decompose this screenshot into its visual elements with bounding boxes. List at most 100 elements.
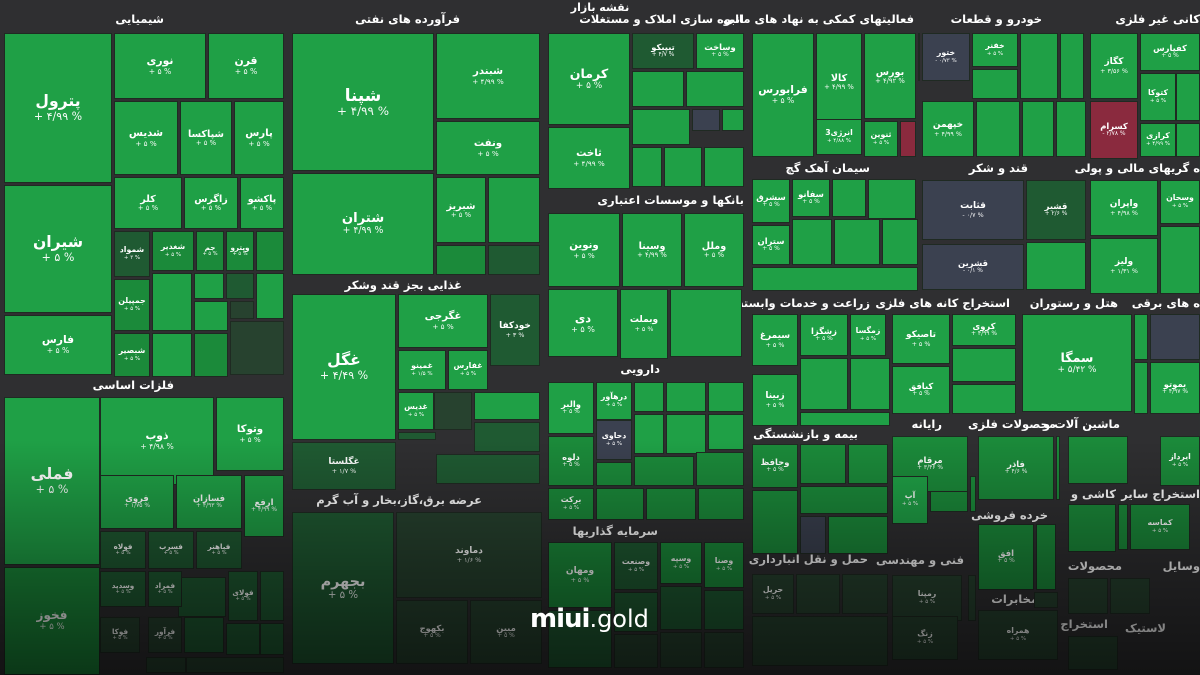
treemap-cell-57[interactable]: سشرق + ۵ %	[752, 179, 790, 223]
treemap-cell-16[interactable]: جمپیلن + ۵ %	[114, 279, 150, 331]
treemap-cell-60[interactable]: سیمرغ + ۵ %	[752, 314, 798, 366]
treemap-cell[interactable]	[186, 657, 284, 673]
treemap-cell[interactable]	[800, 516, 826, 554]
treemap-cell-56[interactable]: ثنوین + ۵ %	[864, 121, 898, 157]
treemap-cell[interactable]	[1068, 504, 1116, 552]
treemap-cell[interactable]	[230, 321, 284, 375]
treemap-cell-47[interactable]: برکت + ۵ %	[548, 488, 594, 520]
treemap-cell-82[interactable]: همراه + ۵ %	[978, 610, 1058, 660]
treemap-cell-84[interactable]: کفپارس + ۵ %	[1140, 33, 1200, 71]
treemap-cell[interactable]	[1134, 314, 1148, 360]
treemap-cell[interactable]	[708, 414, 744, 450]
treemap-cell[interactable]	[800, 358, 848, 410]
treemap-cell[interactable]	[834, 219, 880, 265]
treemap-cell[interactable]	[146, 657, 186, 673]
treemap-cell[interactable]	[832, 179, 866, 217]
treemap-cell[interactable]	[634, 382, 664, 412]
treemap-cell[interactable]	[1110, 578, 1150, 614]
treemap-cell-77[interactable]: آپ + ۵ %	[892, 476, 928, 524]
treemap-cell[interactable]	[152, 273, 192, 331]
treemap-cell-11[interactable]: پاکشو + ۵ %	[240, 177, 284, 229]
treemap-cell[interactable]	[1060, 33, 1084, 99]
treemap-cell[interactable]	[634, 414, 664, 454]
treemap-cell-53[interactable]: کالا + ۴/۹۹ %	[816, 33, 862, 131]
treemap-cell-105[interactable]: فمراد + ۵ %	[148, 571, 182, 607]
treemap-cell[interactable]	[194, 301, 228, 331]
treemap-cell-21[interactable]: شتران + ۴/۹۹ %	[292, 173, 434, 275]
treemap-cell-98[interactable]: فسازان + ۴/۹۳ %	[176, 475, 242, 529]
treemap-cell[interactable]	[752, 267, 918, 291]
treemap-cell[interactable]	[1034, 592, 1058, 608]
treemap-cell-42[interactable]: وبملت + ۵ %	[620, 289, 668, 359]
treemap-cell-7[interactable]: شپاکسا + ۵ %	[180, 101, 232, 175]
treemap-cell[interactable]	[260, 623, 284, 655]
treemap-cell[interactable]	[882, 219, 918, 265]
treemap-cell[interactable]	[1056, 436, 1060, 500]
treemap-cell-25[interactable]: خودکفا + ۳ %	[490, 294, 540, 366]
treemap-cell-93[interactable]: کماسه + ۵ %	[1130, 504, 1190, 550]
treemap-cell-45[interactable]: دحاوی + ۵ %	[596, 420, 632, 460]
treemap-cell[interactable]	[704, 147, 744, 187]
treemap-cell-55[interactable]: انرژی3 + ۴/۸۸ %	[816, 119, 862, 155]
treemap-cell-29[interactable]: غگلستا + ۱/۷ %	[292, 442, 396, 490]
treemap-cell-51[interactable]: وصنا + ۵ %	[704, 542, 744, 588]
treemap-cell-5[interactable]: قرن + ۵ %	[208, 33, 284, 99]
treemap-cell[interactable]	[800, 412, 890, 426]
treemap-cell-36[interactable]: وساخت + ۵ %	[696, 33, 744, 69]
treemap-cell[interactable]	[434, 392, 472, 430]
treemap-cell[interactable]	[828, 516, 888, 554]
treemap-cell[interactable]	[666, 414, 706, 454]
treemap-cell[interactable]	[660, 632, 702, 668]
treemap-cell-13[interactable]: شغدیر + ۵ %	[152, 231, 194, 271]
treemap-cell-48[interactable]: ومهان + ۵ %	[548, 542, 612, 608]
treemap-cell[interactable]	[842, 574, 888, 614]
treemap-cell-73[interactable]: کروی + ۴/۹۹ %	[952, 314, 1016, 346]
treemap-cell[interactable]	[1068, 578, 1108, 614]
treemap-cell[interactable]	[488, 245, 540, 275]
treemap-cell[interactable]	[918, 33, 920, 81]
treemap-cell-8[interactable]: پارس + ۵ %	[234, 101, 284, 175]
treemap-cell-92[interactable]: ایرداز + ۵ %	[1160, 436, 1200, 486]
treemap-cell-72[interactable]: تاصیکو + ۵ %	[892, 314, 950, 364]
treemap-cell-22[interactable]: شبریز + ۵ %	[436, 177, 486, 243]
treemap-cell[interactable]	[952, 384, 1016, 414]
treemap-cell[interactable]	[800, 444, 846, 484]
treemap-cell-4[interactable]: نوری + ۵ %	[114, 33, 206, 99]
treemap-cell[interactable]	[184, 617, 224, 653]
treemap-cell[interactable]	[632, 109, 690, 145]
treemap-cell-52[interactable]: فرابورس + ۵ %	[752, 33, 814, 157]
treemap-cell[interactable]	[226, 623, 260, 655]
treemap-cell-86[interactable]: کسرام - ۲/۷۸ %	[1090, 101, 1138, 159]
treemap-cell[interactable]	[660, 586, 702, 630]
treemap-cell[interactable]	[970, 476, 976, 512]
treemap-cell-91[interactable]: بموتو + ۴/۹۷ %	[1150, 362, 1200, 414]
treemap-cell[interactable]	[900, 121, 916, 157]
treemap-cell-39[interactable]: وسینا + ۴/۹۹ %	[622, 213, 682, 287]
treemap-cell[interactable]	[1150, 314, 1200, 360]
treemap-cell[interactable]	[260, 571, 284, 621]
treemap-cell[interactable]	[868, 179, 916, 219]
treemap-cell[interactable]	[704, 590, 744, 630]
treemap-cell[interactable]	[596, 462, 632, 486]
treemap-cell-61[interactable]: زشگزا + ۵ %	[800, 314, 848, 356]
treemap-cell-15[interactable]: ویترو + ۵ %	[226, 231, 254, 271]
treemap-cell[interactable]	[952, 348, 1016, 382]
treemap-cell-70[interactable]: قشیر + ۲/۶ %	[1026, 180, 1086, 240]
treemap-cell-37[interactable]: ثاخت + ۴/۹۹ %	[548, 127, 630, 189]
treemap-cell-10[interactable]: زاگرس + ۵ %	[184, 177, 238, 229]
treemap-cell-100[interactable]: فخوز + ۵ %	[4, 567, 100, 675]
treemap-cell-6[interactable]: شدیس + ۵ %	[114, 101, 178, 175]
treemap-cell-1[interactable]: پترول + ۴/۹۹ %	[4, 33, 112, 183]
treemap-cell-3[interactable]: فارس + ۵ %	[4, 315, 112, 375]
treemap-cell-2[interactable]: شیران + ۵ %	[4, 185, 112, 313]
treemap-cell-49[interactable]: وصنعت + ۵ %	[614, 542, 658, 590]
treemap-cell[interactable]	[796, 574, 840, 614]
treemap-cell[interactable]	[752, 490, 798, 554]
treemap-cell-38[interactable]: ونوین + ۵ %	[548, 213, 620, 287]
treemap-cell[interactable]	[398, 432, 436, 440]
treemap-cell-64[interactable]: وحافظ + ۵ %	[752, 444, 798, 488]
treemap-cell[interactable]	[194, 333, 228, 377]
treemap-cell[interactable]	[1160, 226, 1200, 294]
treemap-cell-83[interactable]: کگاز + ۳/۵۶ %	[1090, 33, 1138, 99]
treemap-cell-107[interactable]: فوکا + ۵ %	[100, 617, 140, 653]
